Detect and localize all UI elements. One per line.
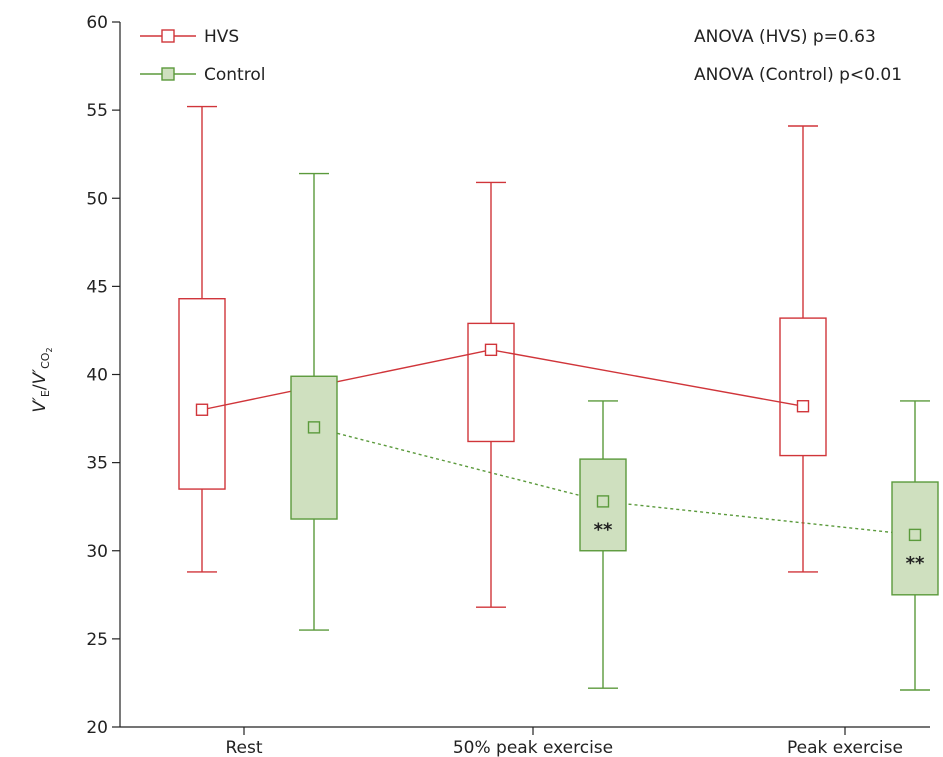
y-tick-label: 20 <box>86 718 108 738</box>
series-control <box>290 172 939 691</box>
series-hvs <box>178 105 827 608</box>
median-marker <box>908 528 922 542</box>
y-tick-label: 25 <box>86 630 108 650</box>
box <box>779 317 827 457</box>
x-tick-label: 50% peak exercise <box>453 738 613 757</box>
median-marker <box>195 403 209 416</box>
median-marker <box>796 400 810 413</box>
box <box>178 298 226 490</box>
box <box>290 375 338 520</box>
y-tick-label: 55 <box>86 101 108 121</box>
y-tick-label: 40 <box>86 366 108 386</box>
x-tick-label: Rest <box>225 738 262 757</box>
median-marker <box>307 421 321 434</box>
legend-label: HVS <box>204 27 239 47</box>
y-tick-label: 45 <box>86 277 108 297</box>
legend-marker <box>161 67 175 81</box>
box <box>467 322 515 443</box>
legend-marker <box>161 29 175 43</box>
stats-text: ANOVA (Control) p<0.01 <box>694 65 902 85</box>
y-axis-label: V′E/V′CO2 <box>30 347 54 412</box>
y-tick-label: 60 <box>86 13 108 33</box>
y-tick-label: 30 <box>86 542 108 562</box>
y-tick-label: 35 <box>86 454 108 474</box>
stats-text: ANOVA (HVS) p=0.63 <box>694 27 876 47</box>
x-tick-label: Peak exercise <box>787 738 903 757</box>
median-marker <box>596 495 610 508</box>
median-marker <box>484 343 498 357</box>
legend-label: Control <box>204 65 265 85</box>
significance-annotation: ** <box>906 553 925 574</box>
significance-annotation: ** <box>594 519 613 540</box>
y-tick-label: 50 <box>86 189 108 209</box>
